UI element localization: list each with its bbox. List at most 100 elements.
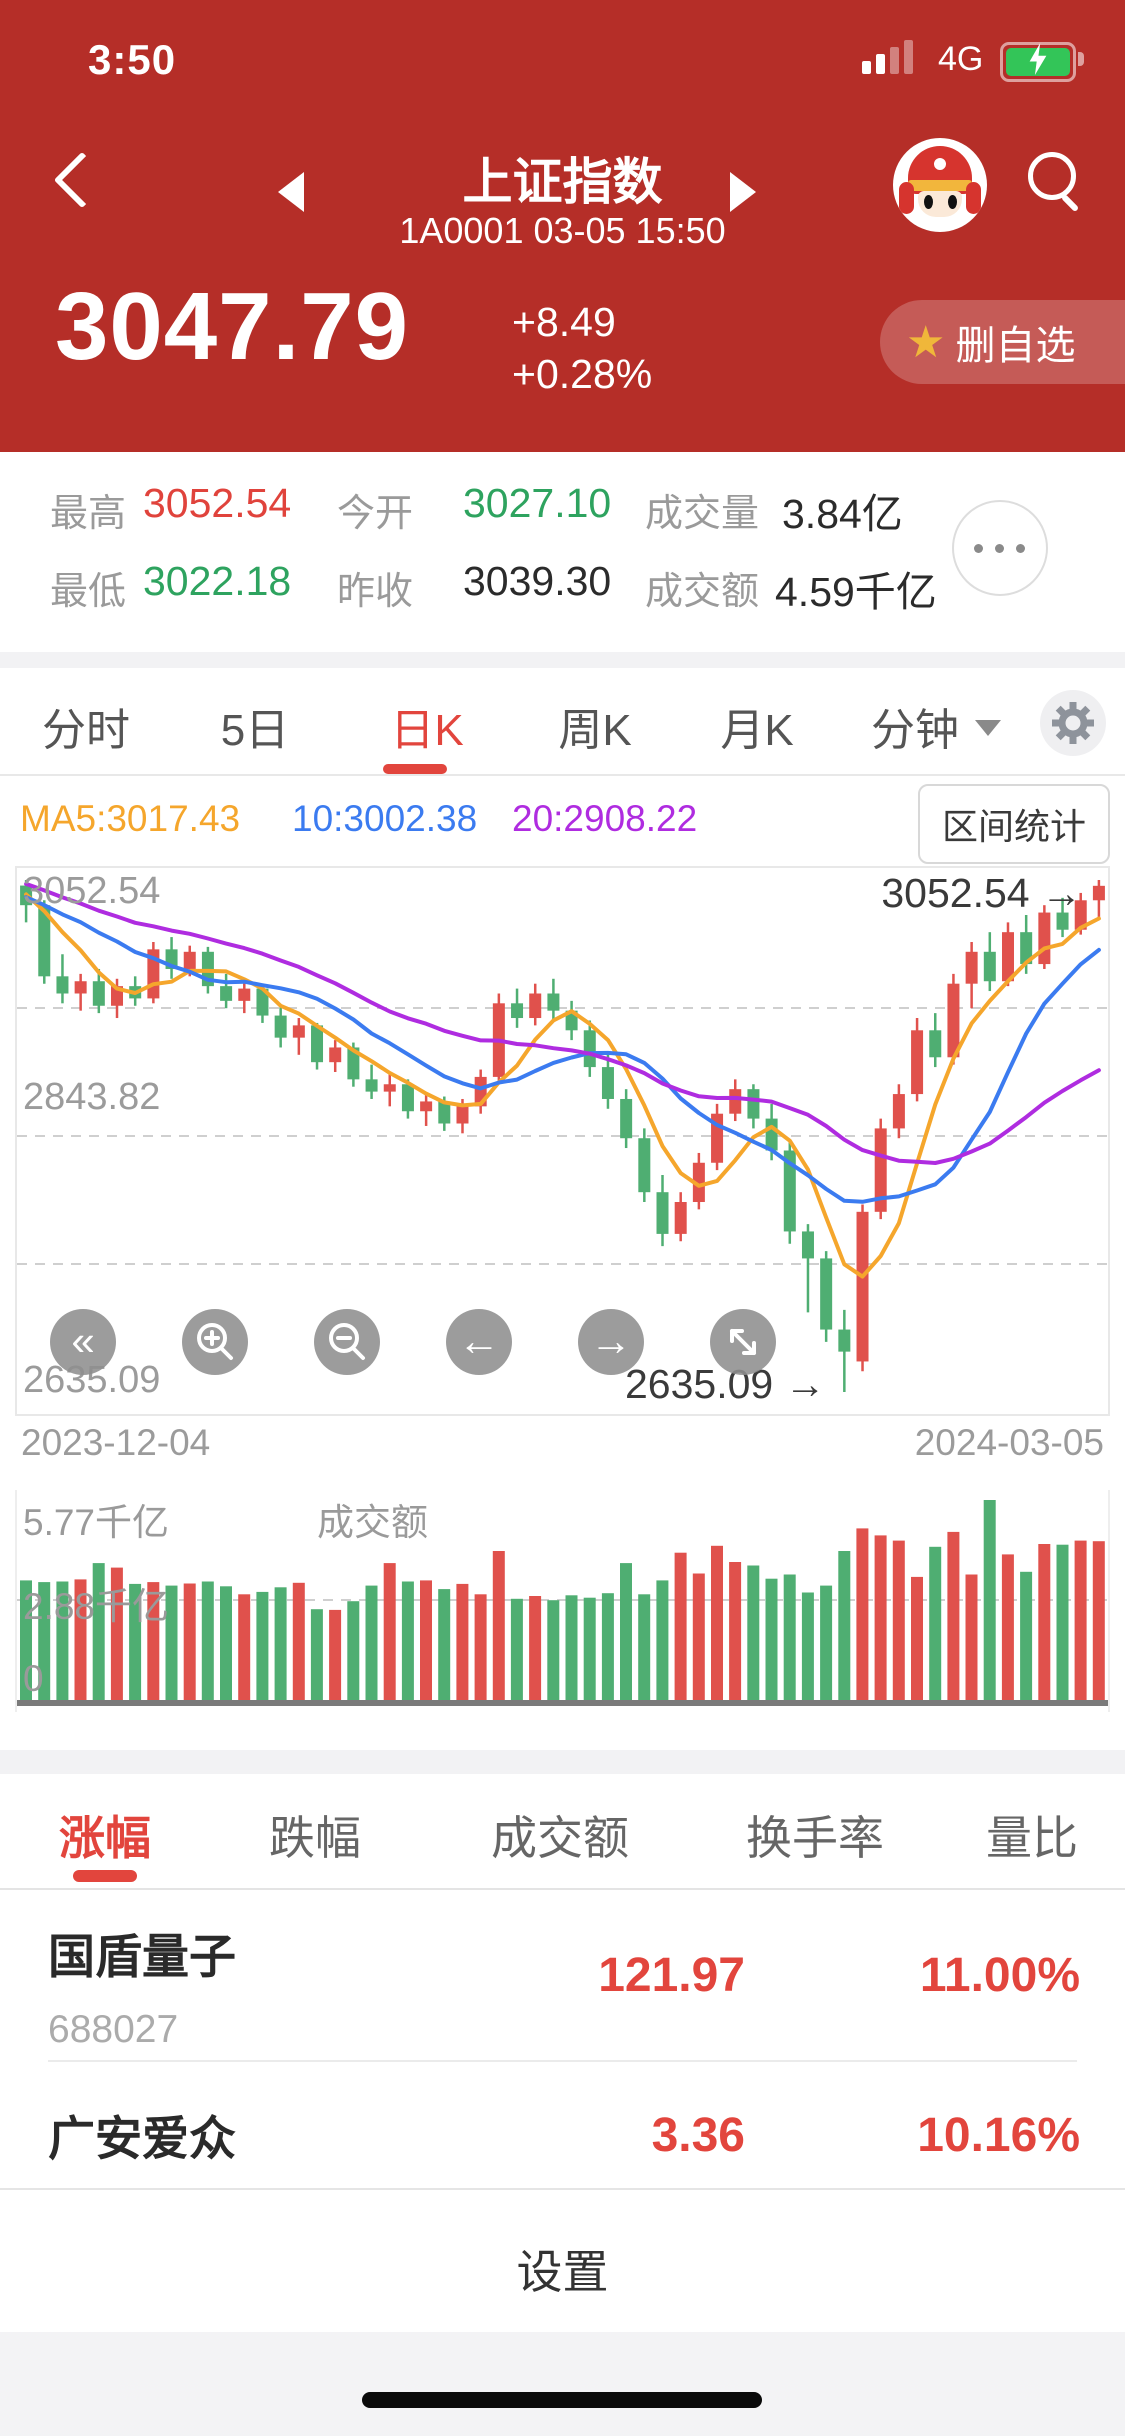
candle-body [692,1162,705,1203]
star-icon: ★ [906,317,946,367]
candle-body [729,1089,742,1114]
search-icon[interactable] [1028,152,1080,213]
ma-line [24,892,1101,1279]
volume-bar [456,1583,469,1700]
tab-turnover-rate[interactable]: 换手率 [746,1812,884,1864]
active-tab-underline [383,764,447,774]
active-rank-underline [73,1870,137,1882]
candle-body [801,1231,814,1259]
volume-bar [74,1579,87,1700]
volume-bar [565,1595,578,1700]
volume-bar [892,1540,905,1700]
volume-bar [510,1598,523,1700]
candle-body [420,1101,433,1112]
header: 3:50 4G 上证指数 1A0001 03-05 15:50 3047.79 … [0,0,1125,452]
volume-bar [110,1567,123,1700]
volume-bar [1038,1544,1051,1700]
chart-settings-button[interactable] [1040,690,1106,756]
pan-left-button[interactable]: ← [446,1309,512,1375]
signal-icon [862,40,924,74]
tab-5day[interactable]: 5日 [220,706,290,755]
candle-body [947,983,960,1058]
volume-bar [711,1545,723,1700]
rewind-button[interactable]: « [50,1309,116,1375]
volume-bar [983,1500,996,1700]
expand-button[interactable] [710,1309,776,1375]
candle-body [183,951,196,969]
prev-stock-icon[interactable] [278,172,304,212]
volume-bar [620,1563,632,1700]
ma-line [24,881,1101,1165]
candle-body [511,1003,524,1019]
stock-change-pct: 11.00% [919,1949,1080,2002]
settings-row[interactable]: 设置 [0,2192,1125,2332]
stock-row[interactable]: 国盾量子 688027 121.97 11.00% [0,1890,1125,2062]
volume-bar [801,1592,814,1700]
zoom-in-button[interactable] [182,1309,248,1375]
volume-bar [274,1587,287,1700]
stat-label: 最低 [50,571,127,613]
volume-bar [874,1535,887,1700]
date-axis: 2023-12-04 2024-03-05 [15,1422,1110,1468]
candle-body [1056,912,1069,930]
tab-fenshi[interactable]: 分时 [42,706,130,755]
tab-daily-k[interactable]: 日K [390,706,464,755]
tab-gainers[interactable]: 涨幅 [59,1812,151,1864]
section-divider [0,652,1125,668]
stat-value-volume: 3.84亿 [782,491,903,537]
candle-body [1074,900,1087,930]
candle-body [620,1098,633,1139]
status-time: 3:50 [88,36,177,83]
remove-watchlist-button[interactable]: ★ 删自选 [880,300,1125,384]
tab-weekly-k[interactable]: 周K [558,706,632,755]
pan-right-button[interactable]: → [578,1309,644,1375]
volume-bar [238,1594,251,1700]
volume-bar [638,1594,651,1700]
candle-body [965,951,978,984]
arrow-right-icon: → [784,1361,826,1407]
zoom-out-button[interactable] [314,1309,380,1375]
volume-bar [929,1546,942,1700]
avatar[interactable] [893,138,987,232]
section-divider [0,1750,1125,1774]
volume-max-label: 5.77千亿 [23,1502,170,1543]
row-divider [48,2060,1077,2062]
volume-bar [310,1609,323,1700]
stock-price: 121.97 [598,1949,745,2002]
volume-bar [947,1531,960,1700]
candle-body [765,1118,778,1151]
tab-minute[interactable]: 分钟 [871,706,959,755]
candle-body [783,1150,796,1232]
settings-label: 设置 [516,2246,609,2298]
home-indicator[interactable] [362,2392,762,2408]
zoom-in-icon [197,1323,233,1360]
watchlist-label: 删自选 [955,324,1076,368]
volume-chart[interactable]: 5.77千亿 成交额 2.88千亿 0 [15,1490,1110,1712]
range-stats-button[interactable]: 区间统计 [917,784,1110,864]
stock-row[interactable]: 广安爱众 3.36 10.16% [0,2062,1125,2190]
candle-body [529,993,542,1019]
stat-value-high: 3052.54 [143,480,292,526]
kline-chart[interactable]: 3052.54 2843.82 2635.09 3052.54 → 2635.0… [15,866,1110,1416]
stock-code: 688027 [48,2008,179,2051]
stock-name: 广安爱众 [48,2112,236,2165]
tab-turnover[interactable]: 成交额 [491,1812,629,1864]
candle-body [911,1030,924,1095]
tab-losers[interactable]: 跌幅 [269,1812,361,1864]
tab-volume-ratio[interactable]: 量比 [986,1812,1078,1864]
volume-bar [601,1593,614,1700]
volume-bar [547,1600,560,1700]
volume-canvas [17,1500,1108,1700]
candle-body [929,1030,942,1058]
volume-bar [183,1583,196,1700]
candle-body [256,988,269,1016]
tab-monthly-k[interactable]: 月K [720,706,794,755]
candle-body [365,1079,378,1092]
next-stock-icon[interactable] [730,172,756,212]
candle-body [456,1106,469,1124]
volume-bar [674,1552,687,1700]
battery-cap [1078,52,1084,66]
candle-body [292,1025,305,1038]
more-stats-button[interactable] [952,500,1048,596]
stat-label: 成交量 [645,493,760,535]
